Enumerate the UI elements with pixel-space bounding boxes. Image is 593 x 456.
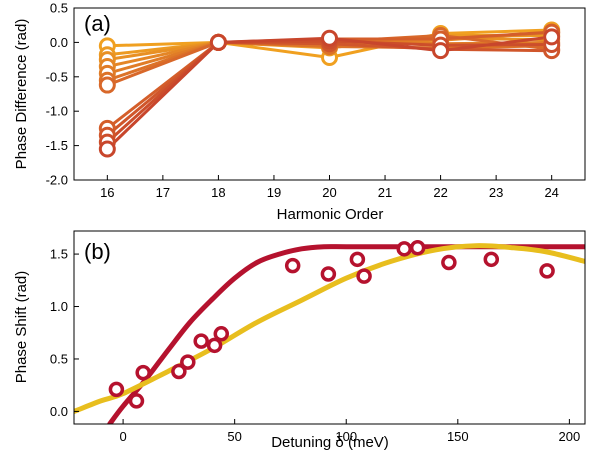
- panel-a-ytick-label: 0.0: [50, 35, 68, 50]
- panel-b-point: [349, 251, 366, 268]
- panel-a-series: [98, 21, 561, 158]
- panel-a-point: [543, 28, 561, 46]
- panel-b-model-curve: [74, 243, 585, 414]
- panel-a-xtick-label: 22: [433, 185, 447, 200]
- panel-a-ytick-label: -0.5: [46, 69, 68, 84]
- panel-b-point: [108, 381, 125, 398]
- panel-a-ytick-label: -2.0: [46, 173, 68, 188]
- panel-b-ytick-label: 0.5: [50, 351, 68, 366]
- panel-a-point: [432, 42, 450, 60]
- panel-b-ytick-label: 0.0: [50, 404, 68, 419]
- panel-a-xtick-label: 21: [378, 185, 392, 200]
- panel-b-point: [284, 257, 301, 274]
- panel-b-curves: [74, 243, 585, 424]
- panel-a-ytick-label: -1.5: [46, 138, 68, 153]
- panel-b-xtick-label: 200: [559, 429, 581, 444]
- panel-b-point: [135, 364, 151, 381]
- panel-b-xtick-label: 100: [335, 429, 357, 444]
- panel-a-ytick-label: 0.5: [50, 1, 68, 16]
- panel-a-xtick-label: 19: [267, 185, 281, 200]
- panel-b-point: [171, 363, 187, 380]
- panel-b-ylabel: Phase Shift (rad): [13, 271, 30, 384]
- panel-b-point: [320, 266, 337, 282]
- panel-a-ytick-label: -1.0: [46, 104, 68, 119]
- panel-b-point: [180, 354, 196, 370]
- panel-b-ticks: 0 50 100 150 200 0.0 0.5 1.0 1.5: [50, 247, 580, 444]
- panel-a-xtick-label: 18: [211, 185, 225, 200]
- panel-b: 0 50 100 150 200 0.0 0.5 1.0 1.5 (b) Detuning δ …: [13, 230, 586, 451]
- panel-b-point: [206, 337, 223, 354]
- panel-a-point: [209, 33, 227, 51]
- panel-b-point: [539, 263, 555, 279]
- panel-a-label: (a): [84, 11, 111, 36]
- panel-b-xtick-label: 0: [119, 429, 126, 444]
- panel-b-point: [193, 333, 209, 349]
- panel-b-label: (b): [84, 239, 111, 264]
- panel-a-point: [321, 29, 338, 47]
- panel-b-point: [409, 240, 426, 256]
- panel-b-xtick-label: 150: [447, 429, 469, 444]
- panel-a-point: [98, 140, 116, 158]
- panel-a-xtick-label: 24: [544, 185, 558, 200]
- panel-b-ytick-label: 1.5: [50, 247, 68, 262]
- panel-b-point: [441, 254, 457, 271]
- panel-b-point: [128, 393, 145, 409]
- panel-a-xtick-label: 20: [322, 185, 336, 200]
- panel-a-xtick-label: 17: [156, 185, 170, 200]
- panel-a-ticks: 16 17 18 19 20 21 22 23 24 0.5 0.0 -0.5 -1.0 -1.5 -2.0: [46, 1, 559, 201]
- panel-b-point: [213, 326, 230, 342]
- panel-a: 16 17 18 19 20 21 22 23 24 0.5 0.0 -0.5 -1.0 -1.5 -2.0…: [13, 1, 586, 223]
- panel-b-plot: [74, 240, 585, 424]
- panel-a-ylabel: Phase Difference (rad): [13, 19, 30, 170]
- panel-b-xlabel: Detuning δ (meV): [271, 434, 389, 451]
- panel-a-xtick-label: 23: [489, 185, 503, 200]
- panel-b-point: [396, 241, 413, 257]
- panel-b-frame: [73, 230, 586, 425]
- panel-b-ytick-label: 1.0: [50, 299, 68, 314]
- panel-a-xlabel: Harmonic Order: [277, 206, 384, 223]
- panel-b-xtick-label: 50: [227, 429, 241, 444]
- panel-a-xtick-label: 16: [100, 185, 114, 200]
- panel-b-model-curve: [107, 244, 585, 424]
- panel-a-point: [98, 76, 116, 94]
- panel-b-point: [356, 268, 372, 284]
- panel-b-point: [483, 251, 500, 268]
